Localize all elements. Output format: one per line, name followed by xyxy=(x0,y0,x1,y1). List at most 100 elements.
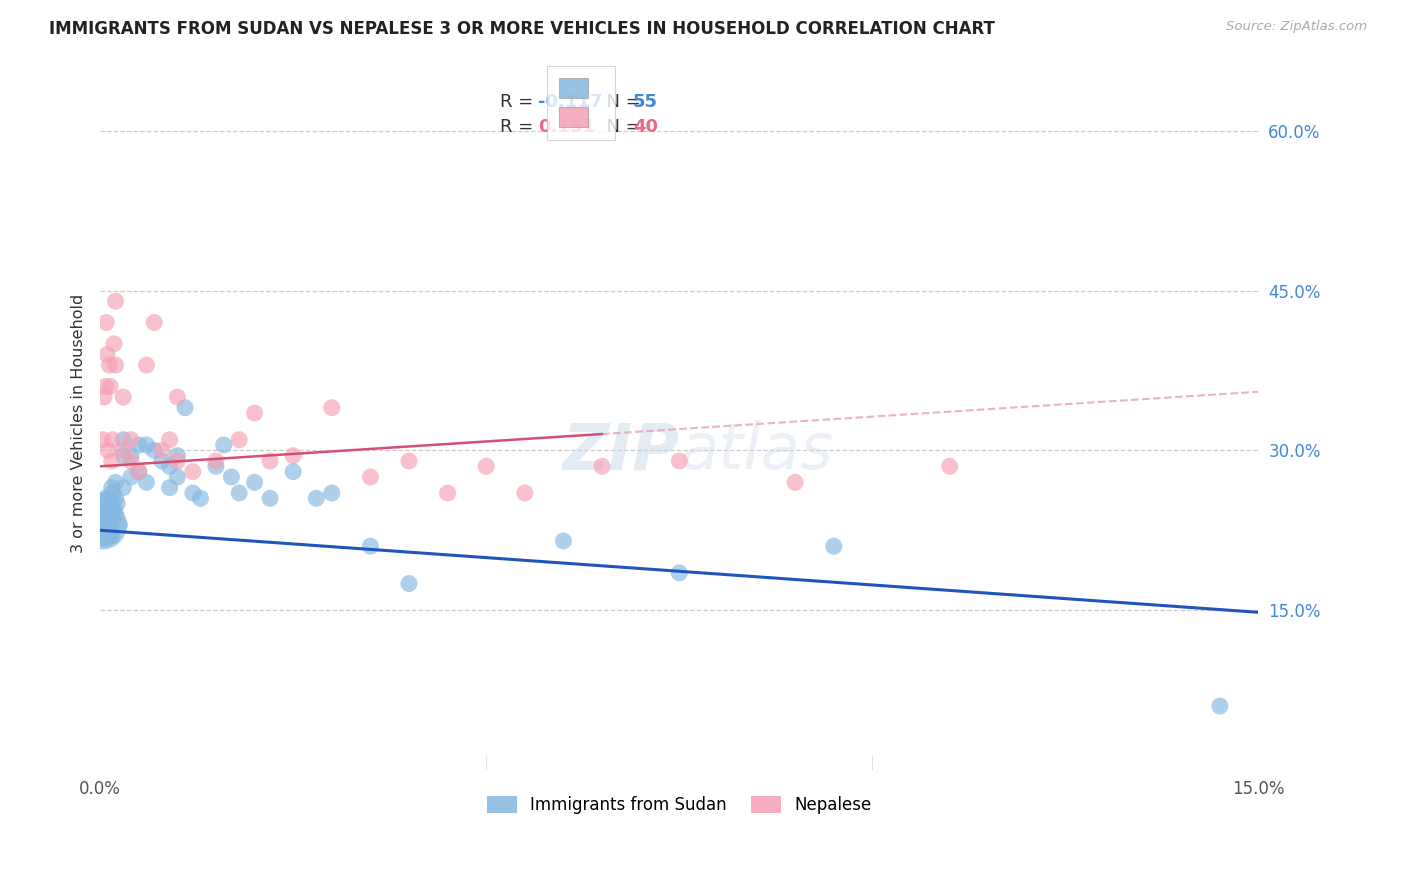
Point xyxy=(181,486,204,500)
Point xyxy=(98,358,121,372)
Point xyxy=(135,358,157,372)
Point xyxy=(100,481,122,495)
Point xyxy=(98,379,121,393)
Point xyxy=(823,539,845,553)
Point xyxy=(166,390,188,404)
Point xyxy=(174,401,197,415)
Point xyxy=(97,443,120,458)
Point xyxy=(98,502,121,516)
Point xyxy=(96,497,118,511)
Point xyxy=(97,508,120,522)
Point xyxy=(112,443,135,458)
Point xyxy=(103,486,125,500)
Point xyxy=(93,523,115,537)
Text: 55: 55 xyxy=(633,93,658,111)
Point xyxy=(120,449,142,463)
Point xyxy=(212,438,235,452)
Point xyxy=(112,481,135,495)
Point xyxy=(668,566,690,580)
Point xyxy=(143,316,166,330)
Point xyxy=(159,481,181,495)
Point xyxy=(591,459,613,474)
Point xyxy=(143,443,166,458)
Point xyxy=(104,475,127,490)
Point xyxy=(112,390,135,404)
Text: IMMIGRANTS FROM SUDAN VS NEPALESE 3 OR MORE VEHICLES IN HOUSEHOLD CORRELATION CH: IMMIGRANTS FROM SUDAN VS NEPALESE 3 OR M… xyxy=(49,20,995,37)
Point xyxy=(475,459,498,474)
Point xyxy=(104,294,127,309)
Y-axis label: 3 or more Vehicles in Household: 3 or more Vehicles in Household xyxy=(72,294,86,553)
Point xyxy=(166,470,188,484)
Point xyxy=(105,497,128,511)
Point xyxy=(243,475,266,490)
Point xyxy=(91,433,114,447)
Point xyxy=(103,502,125,516)
Point xyxy=(205,454,228,468)
Point xyxy=(150,454,173,468)
Point xyxy=(104,491,127,506)
Text: 40: 40 xyxy=(633,119,658,136)
Point xyxy=(94,379,117,393)
Point xyxy=(100,513,122,527)
Point xyxy=(513,486,536,500)
Point xyxy=(228,486,250,500)
Point xyxy=(94,528,117,542)
Point xyxy=(321,486,343,500)
Point xyxy=(436,486,458,500)
Point xyxy=(221,470,243,484)
Point xyxy=(104,508,127,522)
Text: 0.151: 0.151 xyxy=(538,119,595,136)
Point xyxy=(93,390,115,404)
Point xyxy=(94,508,117,522)
Point xyxy=(259,454,281,468)
Point xyxy=(553,533,575,548)
Point xyxy=(96,513,118,527)
Text: R =: R = xyxy=(499,119,538,136)
Point xyxy=(91,517,114,532)
Point xyxy=(120,454,142,468)
Text: ZIP: ZIP xyxy=(562,420,679,483)
Point xyxy=(120,433,142,447)
Point xyxy=(283,465,305,479)
Point xyxy=(96,347,118,361)
Point xyxy=(96,316,118,330)
Point xyxy=(228,433,250,447)
Point xyxy=(398,454,420,468)
Point xyxy=(398,576,420,591)
Point xyxy=(97,491,120,506)
Point xyxy=(128,438,150,452)
Point xyxy=(181,465,204,479)
Point xyxy=(359,539,381,553)
Point xyxy=(205,459,228,474)
Point xyxy=(112,449,135,463)
Point xyxy=(668,454,690,468)
Point xyxy=(103,336,125,351)
Point xyxy=(104,358,127,372)
Point xyxy=(128,465,150,479)
Text: -0.117: -0.117 xyxy=(538,93,602,111)
Point xyxy=(259,491,281,506)
Text: R =: R = xyxy=(499,93,538,111)
Point xyxy=(98,523,121,537)
Point xyxy=(100,454,122,468)
Point xyxy=(785,475,807,490)
Point xyxy=(159,459,181,474)
Text: N =: N = xyxy=(595,93,647,111)
Point xyxy=(128,465,150,479)
Point xyxy=(135,438,157,452)
Point xyxy=(108,517,131,532)
Point xyxy=(938,459,960,474)
Point xyxy=(166,454,188,468)
Point xyxy=(120,470,142,484)
Legend: Immigrants from Sudan, Nepalese: Immigrants from Sudan, Nepalese xyxy=(477,786,882,824)
Point xyxy=(166,449,188,463)
Point xyxy=(101,528,124,542)
Point xyxy=(91,502,114,516)
Point xyxy=(150,443,173,458)
Text: atlas: atlas xyxy=(679,420,834,483)
Point xyxy=(190,491,212,506)
Point xyxy=(97,517,120,532)
Point xyxy=(1209,699,1232,714)
Text: Source: ZipAtlas.com: Source: ZipAtlas.com xyxy=(1226,20,1367,33)
Point xyxy=(159,433,181,447)
